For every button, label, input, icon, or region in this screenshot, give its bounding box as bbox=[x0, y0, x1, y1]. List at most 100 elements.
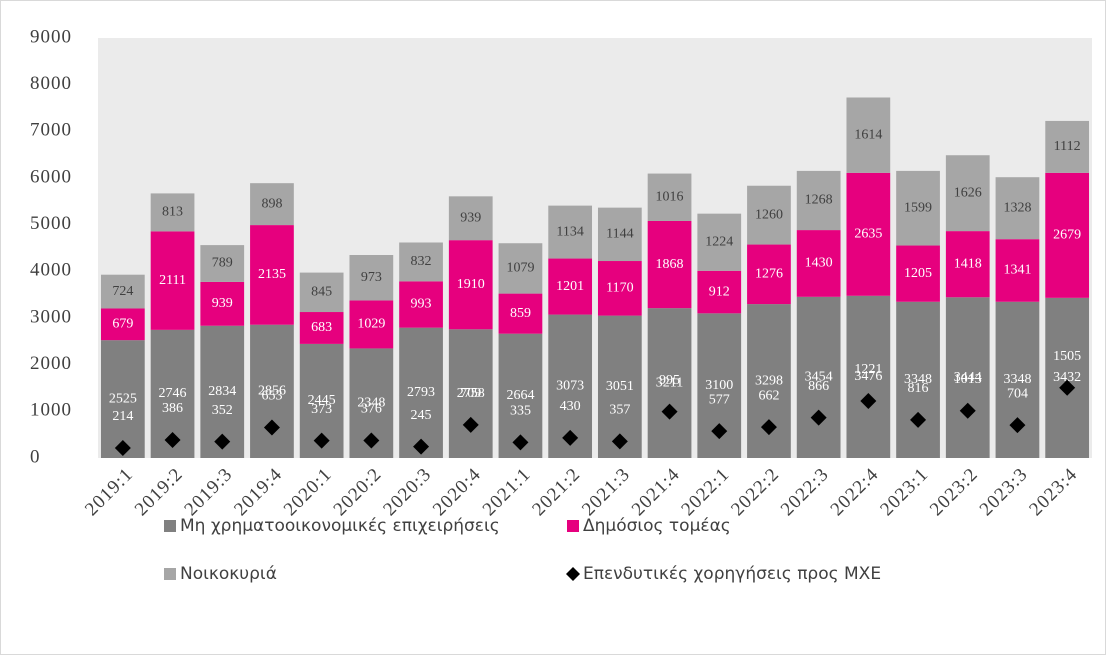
value-label: 1221 bbox=[854, 362, 882, 377]
value-label: 2856 bbox=[258, 384, 286, 399]
marker bbox=[711, 423, 728, 440]
value-label: 1910 bbox=[457, 277, 485, 292]
value-label: 662 bbox=[758, 388, 779, 403]
marker bbox=[214, 433, 231, 450]
bar-segment bbox=[697, 213, 742, 271]
bar-segment bbox=[597, 207, 642, 262]
value-label: 683 bbox=[311, 320, 332, 335]
value-label: 2445 bbox=[308, 393, 336, 408]
value-label: 1144 bbox=[606, 227, 633, 242]
marker bbox=[1009, 417, 1026, 434]
value-label: 939 bbox=[460, 210, 481, 225]
value-label: 2664 bbox=[506, 388, 534, 403]
value-label: 1029 bbox=[357, 317, 385, 332]
value-label: 2679 bbox=[1053, 228, 1081, 243]
marker bbox=[959, 402, 976, 419]
value-label: 373 bbox=[311, 402, 332, 417]
value-label: 1268 bbox=[805, 193, 833, 208]
value-label: 430 bbox=[560, 399, 581, 414]
marker bbox=[810, 409, 827, 426]
value-label: 1016 bbox=[656, 189, 684, 204]
bar-segment bbox=[846, 172, 891, 296]
bar-segment bbox=[299, 272, 344, 313]
bar-segment bbox=[896, 170, 940, 246]
y-tick-label: 0 bbox=[30, 446, 41, 467]
value-label: 1505 bbox=[1053, 349, 1081, 364]
y-tick-label: 7000 bbox=[30, 120, 72, 141]
value-label: 939 bbox=[212, 296, 233, 311]
marker bbox=[760, 419, 777, 436]
value-label: 2111 bbox=[159, 273, 186, 288]
legend-swatch bbox=[164, 568, 176, 580]
value-label: 1341 bbox=[1003, 263, 1031, 278]
marker bbox=[1059, 379, 1076, 396]
legend-label: Δημόσιος τομέας bbox=[583, 516, 731, 536]
bar-segment bbox=[349, 300, 394, 349]
bar-segment bbox=[150, 231, 195, 330]
bar-segment bbox=[846, 295, 891, 458]
value-label: 386 bbox=[162, 401, 183, 416]
y-tick-label: 6000 bbox=[30, 166, 72, 187]
bar-segment bbox=[796, 296, 841, 458]
value-label: 912 bbox=[709, 284, 730, 299]
value-label: 1260 bbox=[755, 207, 783, 222]
marker bbox=[611, 433, 628, 450]
bar-segment bbox=[846, 97, 891, 173]
value-label: 3454 bbox=[805, 370, 833, 385]
bar-segment bbox=[100, 340, 145, 458]
value-label: 1079 bbox=[506, 261, 534, 276]
bar-segment bbox=[896, 301, 940, 458]
value-label: 1626 bbox=[954, 185, 982, 200]
value-label: 214 bbox=[112, 409, 133, 424]
y-tick-label: 5000 bbox=[30, 213, 72, 234]
value-label: 2635 bbox=[854, 227, 882, 242]
bar-segment bbox=[299, 312, 344, 344]
value-label: 1328 bbox=[1003, 200, 1031, 215]
value-label: 2834 bbox=[208, 384, 236, 399]
value-label: 653 bbox=[261, 389, 282, 404]
value-label: 1013 bbox=[954, 372, 982, 387]
legend-swatch bbox=[566, 567, 580, 581]
marker bbox=[363, 432, 380, 449]
value-label: 1112 bbox=[1054, 139, 1081, 154]
bar-segment bbox=[399, 242, 443, 282]
bar-segment bbox=[150, 193, 195, 232]
legend-swatch bbox=[567, 520, 579, 532]
value-label: 724 bbox=[112, 284, 133, 299]
marker bbox=[860, 393, 877, 410]
value-label: 1205 bbox=[904, 266, 932, 281]
value-label: 2758 bbox=[457, 386, 485, 401]
value-label: 1134 bbox=[556, 224, 583, 239]
value-label: 357 bbox=[609, 403, 630, 418]
value-label: 1170 bbox=[606, 281, 633, 296]
value-label: 245 bbox=[411, 408, 432, 423]
value-label: 3348 bbox=[1003, 372, 1031, 387]
value-label: 3476 bbox=[854, 369, 882, 384]
bar-segment bbox=[945, 231, 990, 298]
y-tick-label: 1000 bbox=[30, 400, 72, 421]
bar-segment bbox=[647, 220, 692, 309]
bar-segment bbox=[1045, 172, 1090, 298]
bar-segment bbox=[498, 243, 543, 294]
value-label: 3348 bbox=[904, 372, 932, 387]
value-label: 3073 bbox=[556, 379, 584, 394]
bar-segment bbox=[100, 274, 145, 309]
bar-segment bbox=[548, 205, 593, 259]
bar-segment bbox=[200, 281, 245, 326]
bar-segment bbox=[647, 308, 692, 458]
bar-segment bbox=[548, 258, 593, 315]
bar-segment bbox=[448, 240, 493, 330]
value-label: 679 bbox=[112, 317, 133, 332]
value-label: 704 bbox=[1007, 386, 1028, 401]
marker bbox=[462, 416, 479, 433]
marker bbox=[313, 432, 330, 449]
value-label: 832 bbox=[411, 254, 432, 269]
value-label: 3432 bbox=[1053, 370, 1081, 385]
value-label: 1201 bbox=[556, 279, 584, 294]
legend-label: Επενδυτικές χορηγήσεις προς ΜΧΕ bbox=[583, 564, 881, 584]
bar-segment bbox=[945, 155, 990, 232]
bar-segment bbox=[1045, 120, 1090, 173]
value-label: 352 bbox=[212, 403, 233, 418]
value-label: 1614 bbox=[854, 127, 882, 142]
